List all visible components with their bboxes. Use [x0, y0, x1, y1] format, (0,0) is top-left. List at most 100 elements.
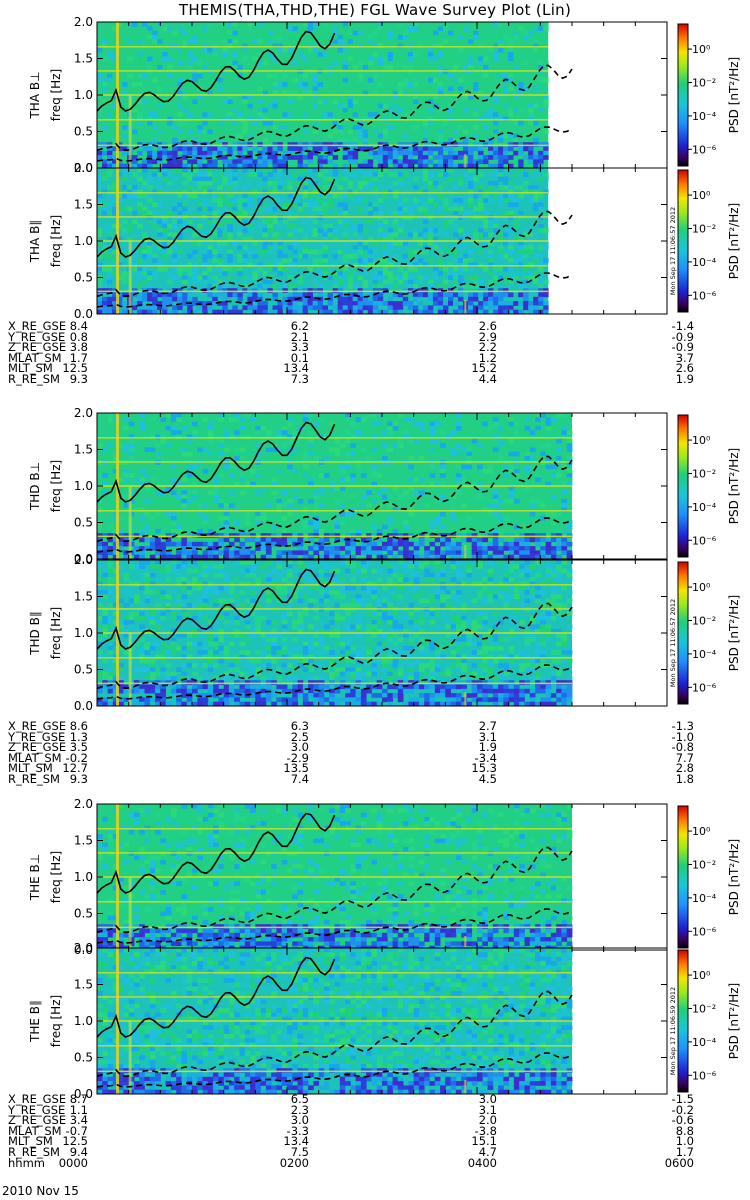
- ephemeris-label: MLT_SM: [8, 1134, 53, 1149]
- y-tick-label: 1.0: [74, 870, 93, 884]
- ephemeris-value: -0.6: [671, 1113, 694, 1128]
- colorbar-label: PSD [nT²/Hz]: [727, 983, 741, 1059]
- ephemeris-value: 4.5: [478, 771, 497, 786]
- colorbar-tick-label: 10⁻²: [692, 858, 716, 871]
- colorbar: 10⁰ 10⁻² 10⁻⁴ 10⁻⁶ PSD [nT²/Hz] Mon Sep 17 11…: [669, 561, 741, 705]
- spectrogram-panel-the-perp: 0.0 0.5 1.0 1.5 2.0 THE B⊥ freq [Hz]: [28, 797, 668, 957]
- colorbar-tick-label: 10⁻⁴: [692, 648, 717, 661]
- y-tick-label: 0.5: [74, 907, 93, 921]
- gyrofrequency-low-curve: [96, 664, 573, 700]
- time-tick-label: 0400: [467, 1155, 497, 1170]
- ephemeris-value: 6.5: [290, 1092, 309, 1106]
- spectrogram-panel-the-par: 0.0 0.5 1.0 1.5 2.0 THE B∥ freq [Hz]: [28, 941, 668, 1101]
- spectrogram-panel-thd-par: 0.0 0.5 1.0 1.5 2.0 THD B∥ freq [Hz]: [28, 553, 668, 713]
- y-tick-label: 1.0: [74, 479, 93, 493]
- colorbar-tick-label: 10⁰: [692, 189, 711, 202]
- time-axis-label: hhmm: [8, 1155, 45, 1170]
- colorbar-label: PSD [nT²/Hz]: [727, 57, 741, 133]
- ephemeris-label: X_RE_GSE: [8, 1092, 67, 1106]
- ephemeris-value: -0.2: [65, 750, 88, 765]
- colorbar-tick-label: 10⁻²: [692, 222, 716, 235]
- ephemeris-value: 13.4: [283, 361, 309, 376]
- ephemeris-value: 4.4: [478, 371, 497, 386]
- panel-ylabel-sub: freq [Hz]: [49, 215, 63, 267]
- ephemeris-value: 15.2: [471, 361, 497, 376]
- ephemeris-label: Y_RE_GSE: [8, 1102, 66, 1117]
- panel-ylabel: THA B⊥: [28, 71, 42, 119]
- ephemeris-value: 3.0: [290, 740, 309, 755]
- colorbar: 10⁰ 10⁻² 10⁻⁴ 10⁻⁶ PSD [nT²/Hz] Mon Sep 17 11…: [669, 169, 741, 313]
- ephemeris-value: 3.4: [69, 1113, 88, 1128]
- ephemeris-value: 8.7: [69, 1092, 88, 1106]
- colorbar-tick-label: 10⁻⁶: [692, 681, 717, 694]
- ephemeris-label: Y_RE_GSE: [8, 329, 66, 344]
- colorbar-label: PSD [nT²/Hz]: [727, 448, 741, 524]
- date-label: 2010 Nov 15: [2, 1184, 79, 1198]
- panel-ylabel: THD B∥: [28, 611, 42, 656]
- ephemeris-value: 0.1: [290, 350, 309, 365]
- ephemeris-label: R_RE_SM: [8, 371, 60, 386]
- y-tick-label: 1.5: [74, 52, 93, 66]
- panel-ylabel: THE B⊥: [28, 854, 42, 901]
- panel-ylabel-sub: freq [Hz]: [49, 851, 63, 903]
- ephemeris-value: 3.3: [290, 340, 309, 355]
- y-tick-label: 1.5: [74, 443, 93, 457]
- ephemeris-value: 2.0: [478, 1113, 497, 1128]
- ephemeris-value: 2.9: [478, 329, 497, 344]
- ephemeris-value: 1.2: [478, 350, 497, 365]
- gyrofrequency-curve: [96, 176, 336, 258]
- y-tick-label: 0.0: [74, 161, 93, 175]
- colorbar-tick-label: 10⁻⁶: [692, 534, 717, 547]
- panel-ylabel-sub: freq [Hz]: [49, 607, 63, 659]
- ephemeris-value: -3.3: [286, 1123, 309, 1138]
- ephemeris-value: 15.1: [471, 1134, 497, 1149]
- gyrofrequency-low-curve: [96, 126, 573, 162]
- ephemeris-value: 7.5: [290, 1144, 309, 1159]
- ephemeris-value: 1.9: [675, 371, 694, 386]
- ephemeris-value: -1.4: [671, 319, 694, 333]
- colorbar-tick-label: 10⁰: [692, 43, 711, 56]
- gyrofrequency-low-curve: [96, 517, 573, 553]
- ephemeris-label: X_RE_GSE: [8, 719, 67, 733]
- ephemeris-value: -0.9: [671, 329, 694, 344]
- ephemeris-value: 8.6: [69, 719, 88, 733]
- y-tick-label: 0.0: [74, 943, 93, 957]
- ephemeris-value: 2.1: [290, 329, 309, 344]
- ephemeris-value: 3.0: [290, 1113, 309, 1128]
- spectrogram-panel-thd-perp: 0.0 0.5 1.0 1.5 2.0 THD B⊥ freq [Hz]: [28, 406, 668, 566]
- y-tick-label: 1.5: [74, 590, 93, 604]
- y-tick-label: 2.0: [74, 553, 93, 567]
- ephemeris-value: 9.4: [69, 1144, 88, 1159]
- ephemeris-value: 7.4: [290, 771, 309, 786]
- panel-ylabel: THA B∥: [28, 220, 42, 264]
- ephemeris-value: 7.3: [290, 371, 309, 386]
- panel-ylabel: THD B⊥: [28, 462, 42, 511]
- y-tick-label: 1.5: [74, 834, 93, 848]
- gyrofrequency-curve: [96, 956, 336, 1038]
- ephemeris-value: 13.5: [283, 761, 309, 776]
- colorbar-tick-label: 10⁻²: [692, 1002, 716, 1015]
- panel-ylabel-sub: freq [Hz]: [49, 995, 63, 1047]
- y-tick-label: 0.5: [74, 516, 93, 530]
- ephemeris-value: 3.0: [478, 1092, 497, 1106]
- ephemeris-value: -3.8: [474, 1123, 497, 1138]
- spectrogram-panel-tha-perp: 0.0 0.5 1.0 1.5 2.0 THA B⊥ freq [Hz]: [28, 15, 668, 175]
- ephemeris-label: Z_RE_GSE: [8, 740, 67, 755]
- ephemeris-value: 1.0: [675, 1134, 694, 1149]
- gyrofrequency-low-curve: [96, 1052, 573, 1088]
- ephemeris-value: 6.2: [290, 319, 309, 333]
- ephemeris-value: -0.9: [671, 340, 694, 355]
- ephemeris-value: 1.1: [69, 1102, 88, 1117]
- ephemeris-value: 2.6: [675, 361, 694, 376]
- ephemeris-value: 12.5: [62, 361, 88, 376]
- colorbar-label: PSD [nT²/Hz]: [727, 203, 741, 279]
- ephemeris-value: 3.5: [69, 740, 88, 755]
- gyrofrequency-low-curve: [96, 908, 573, 944]
- ephemeris-value: -3.4: [474, 750, 497, 765]
- gyrofrequency-curve: [96, 30, 336, 112]
- ephemeris-value: -0.8: [671, 740, 694, 755]
- gyrofrequency-half-curve: [96, 210, 573, 298]
- ephemeris-label: X_RE_GSE: [8, 319, 67, 333]
- ephemeris-label: MLAT_SM: [8, 1123, 62, 1138]
